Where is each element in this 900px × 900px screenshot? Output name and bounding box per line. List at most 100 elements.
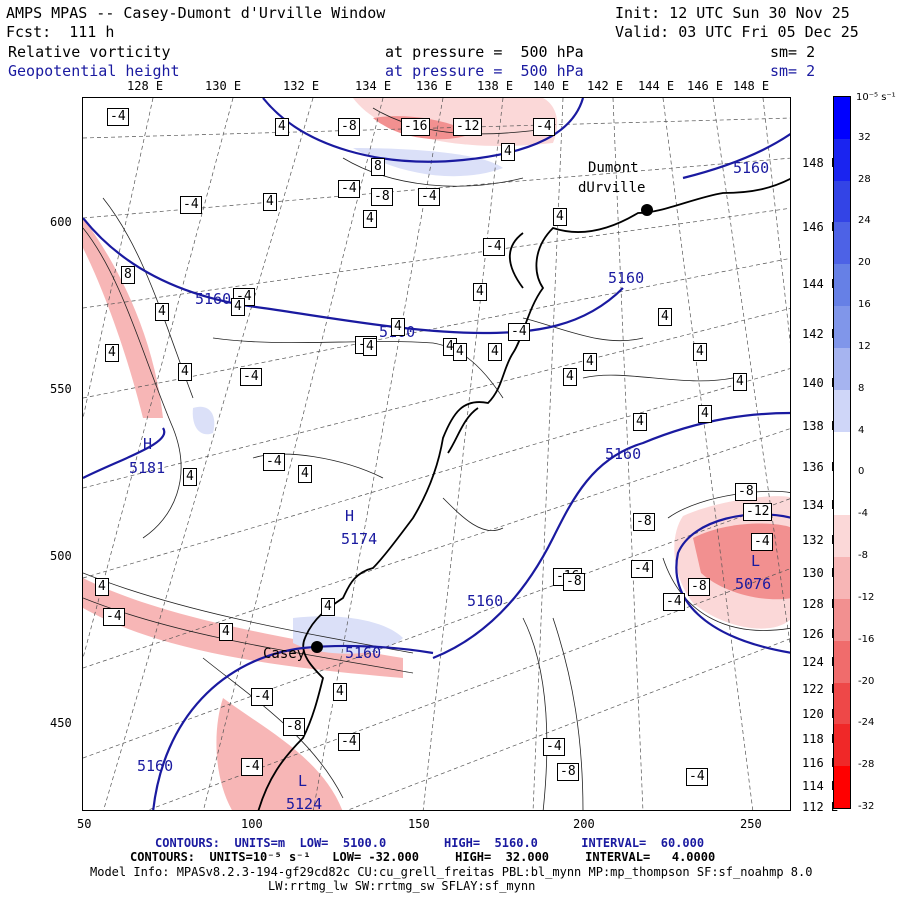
vorticity-label: 4 <box>275 118 289 136</box>
forecast-hour: Fcst: 111 h <box>6 23 115 41</box>
vorticity-label: 4 <box>488 343 502 361</box>
right-lon-tick: 128 E <box>802 597 839 611</box>
field2-name: Geopotential height <box>8 62 180 80</box>
station-marker-casey <box>311 641 323 653</box>
vorticity-label: 4 <box>263 193 277 211</box>
vorticity-label: -4 <box>107 108 129 126</box>
vorticity-label: -4 <box>251 688 273 706</box>
vorticity-shade-band <box>83 578 403 678</box>
vorticity-label: -4 <box>533 118 555 136</box>
colorbar-tick-label: -16 <box>858 633 875 645</box>
colorbar-segment <box>834 473 850 516</box>
vorticity-label: -4 <box>103 608 125 626</box>
valid-time: Valid: 03 UTC Fri 05 Dec 25 <box>615 23 859 41</box>
top-lon-tick: 146 E <box>687 79 724 93</box>
right-lon-tick: 126 E <box>802 627 839 641</box>
high-value: 5174 <box>341 530 378 548</box>
vorticity-label: -4 <box>543 738 565 756</box>
field1-smoothing: sm= 2 <box>770 43 816 61</box>
bottom-x-tick: 150 <box>408 817 430 831</box>
left-y-tick: 550 <box>50 382 72 396</box>
station-label-dumont-2: dUrville <box>578 180 646 196</box>
height-label: 5160 <box>733 159 770 177</box>
vorticity-label: 4 <box>553 208 567 226</box>
vorticity-label: -8 <box>283 718 305 736</box>
top-lon-tick: 132 E <box>283 79 320 93</box>
vorticity-label: 4 <box>501 143 515 161</box>
vorticity-label: -8 <box>371 188 393 206</box>
colorbar-tick-label: -28 <box>858 759 875 771</box>
right-lon-tick: 130 E <box>802 566 839 580</box>
vorticity-label: 4 <box>363 210 377 228</box>
vorticity-label: -12 <box>743 503 773 521</box>
right-lon-tick: 124 E <box>802 655 839 669</box>
right-lon-tick: 146 E <box>802 220 839 234</box>
colorbar-tick-label: -24 <box>858 717 875 729</box>
height-label: 5160 <box>605 445 642 463</box>
top-lon-tick: 142 E <box>587 79 624 93</box>
height-label: 5160 <box>345 644 382 662</box>
right-lon-tick: 132 E <box>802 533 839 547</box>
low-value: 5076 <box>735 575 772 593</box>
vorticity-label: -4 <box>508 323 530 341</box>
colorbar-segment <box>834 557 850 600</box>
colorbar-tick-label: 20 <box>858 257 871 269</box>
vorticity-shade-west <box>83 218 163 418</box>
vorticity-label: -12 <box>453 118 483 136</box>
colorbar-tick-label: -4 <box>858 508 868 520</box>
model-info-2: LW:rrtmg_lw SW:rrtmg_sw SFLAY:sf_mynn <box>268 879 536 893</box>
colorbar-tick-label: -12 <box>858 591 875 603</box>
vorticity-label: 4 <box>698 405 712 423</box>
right-lon-tick: 122 E <box>802 682 839 696</box>
vorticity-label: 4 <box>658 308 672 326</box>
vorticity-label: -4 <box>663 593 685 611</box>
right-lon-tick: 142 E <box>802 327 839 341</box>
vorticity-label: -4 <box>631 560 653 578</box>
vorticity-label: 4 <box>583 353 597 371</box>
top-lon-tick: 140 E <box>533 79 570 93</box>
colorbar-tick-label: -8 <box>858 550 868 562</box>
vorticity-label: -4 <box>263 453 285 471</box>
colorbar-tick-label: 28 <box>858 173 871 185</box>
vorticity-label: -4 <box>338 180 360 198</box>
vorticity-label: 8 <box>121 266 135 284</box>
vorticity-label: 4 <box>183 468 197 486</box>
vorticity-label: -8 <box>735 483 757 501</box>
station-marker-dumont <box>641 204 653 216</box>
vorticity-shade-positive-2 <box>192 406 215 435</box>
right-lon-tick: 138 E <box>802 419 839 433</box>
field1-name: Relative vorticity <box>8 43 171 61</box>
map-plot: Dumont dUrville Casey 5160 5160 5160 516… <box>82 97 791 811</box>
vorticity-label: 4 <box>95 578 109 596</box>
right-lon-tick: 112 E <box>802 800 839 814</box>
colorbar-segment <box>834 431 850 474</box>
vorticity-label: -8 <box>633 513 655 531</box>
right-lon-tick: 114 E <box>802 779 839 793</box>
colorbar-tick-label: 4 <box>858 424 865 436</box>
vorticity-label: 4 <box>219 623 233 641</box>
vorticity-label: -4 <box>686 768 708 786</box>
right-lon-tick: 116 E <box>802 756 839 770</box>
colorbar-segment <box>834 97 850 140</box>
vorticity-label: 4 <box>391 318 405 336</box>
contours-height-info: CONTOURS: UNITS=m LOW= 5100.0 HIGH= 5160… <box>155 836 705 850</box>
vorticity-label: -8 <box>338 118 360 136</box>
vorticity-label: 4 <box>453 343 467 361</box>
vorticity-label: -4 <box>751 533 773 551</box>
field2-smoothing: sm= 2 <box>770 62 816 80</box>
vorticity-label: -8 <box>563 573 585 591</box>
vorticity-label: -4 <box>240 368 262 386</box>
colorbar-segment <box>834 515 850 558</box>
vorticity-label: -16 <box>401 118 431 136</box>
vorticity-shade-sw <box>216 698 343 810</box>
colorbar-tick-label: 16 <box>858 299 871 311</box>
height-label: 5160 <box>195 290 232 308</box>
vorticity-label: 4 <box>178 363 192 381</box>
colorbar-segment <box>834 640 850 684</box>
right-lon-tick: 118 E <box>802 732 839 746</box>
height-label: 5160 <box>137 757 174 775</box>
bottom-x-tick: 250 <box>740 817 762 831</box>
field2-level: at pressure = 500 hPa <box>385 62 584 80</box>
top-lon-tick: 136 E <box>416 79 453 93</box>
coastline <box>257 177 790 810</box>
